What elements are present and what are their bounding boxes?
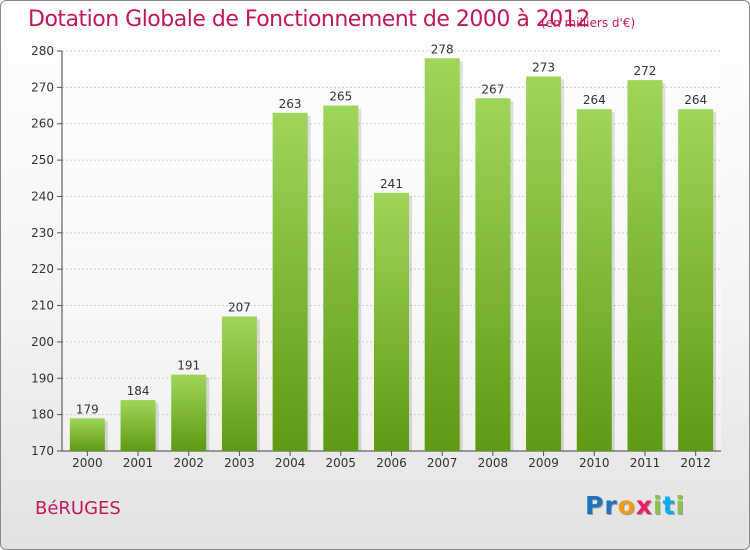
data-label: 265 xyxy=(329,90,352,104)
x-tick-label: 2004 xyxy=(275,456,306,470)
y-tick-label: 200 xyxy=(31,335,54,349)
bar xyxy=(120,400,156,451)
bar xyxy=(374,192,409,451)
y-tick-label: 220 xyxy=(31,262,54,276)
data-label: 184 xyxy=(127,384,150,398)
bar xyxy=(323,105,359,451)
y-tick-label: 170 xyxy=(31,444,54,458)
bar xyxy=(475,98,511,451)
y-tick-label: 280 xyxy=(31,44,54,58)
data-label: 278 xyxy=(431,42,454,56)
y-tick-label: 250 xyxy=(31,153,54,167)
logo-letter: t xyxy=(662,491,676,520)
x-tick-label: 2003 xyxy=(224,456,255,470)
data-label: 191 xyxy=(177,359,200,373)
x-tick-label: 2010 xyxy=(579,456,610,470)
bar xyxy=(627,80,663,451)
x-tick-label: 2001 xyxy=(123,456,154,470)
bar xyxy=(69,418,105,451)
logo-letter: i xyxy=(653,491,663,520)
x-tick-label: 2006 xyxy=(376,456,407,470)
chart-unit: (en milliers d'€) xyxy=(541,16,636,30)
bar xyxy=(171,374,207,451)
commune-name: BéRUGES xyxy=(35,498,121,519)
x-tick-label: 2011 xyxy=(630,456,661,470)
x-tick-label: 2009 xyxy=(528,456,559,470)
data-label: 179 xyxy=(76,402,99,416)
y-tick-label: 230 xyxy=(31,226,54,240)
bar xyxy=(424,58,460,451)
bar xyxy=(221,316,257,451)
logo-letter: P xyxy=(585,491,605,520)
bar xyxy=(576,109,612,451)
y-tick-label: 180 xyxy=(31,408,54,422)
y-tick-label: 270 xyxy=(31,80,54,94)
proxiti-logo: Proxiti xyxy=(585,491,685,520)
x-tick-label: 2007 xyxy=(427,456,458,470)
data-label: 272 xyxy=(634,64,657,78)
data-label: 263 xyxy=(279,97,302,111)
y-tick-label: 260 xyxy=(31,117,54,131)
y-tick-label: 190 xyxy=(31,371,54,385)
data-label: 267 xyxy=(481,82,504,96)
logo-letter: o xyxy=(617,491,636,520)
y-tick-label: 240 xyxy=(31,189,54,203)
logo-letter: x xyxy=(635,491,653,520)
y-tick-label: 210 xyxy=(31,299,54,313)
bar xyxy=(526,76,562,452)
logo-letter: i xyxy=(675,491,686,520)
data-label: 207 xyxy=(228,300,251,314)
bar xyxy=(272,112,308,452)
x-tick-label: 2000 xyxy=(72,456,103,470)
x-tick-label: 2012 xyxy=(680,456,711,470)
x-tick-label: 2002 xyxy=(173,456,204,470)
data-label: 264 xyxy=(684,93,707,107)
chart-title: Dotation Globale de Fonctionnement de 20… xyxy=(28,7,590,32)
logo-letter: r xyxy=(604,491,618,520)
bar xyxy=(678,109,714,451)
x-tick-label: 2008 xyxy=(478,456,509,470)
data-label: 273 xyxy=(532,60,555,74)
data-label: 241 xyxy=(380,177,403,191)
x-tick-label: 2005 xyxy=(326,456,357,470)
data-label: 264 xyxy=(583,93,606,107)
